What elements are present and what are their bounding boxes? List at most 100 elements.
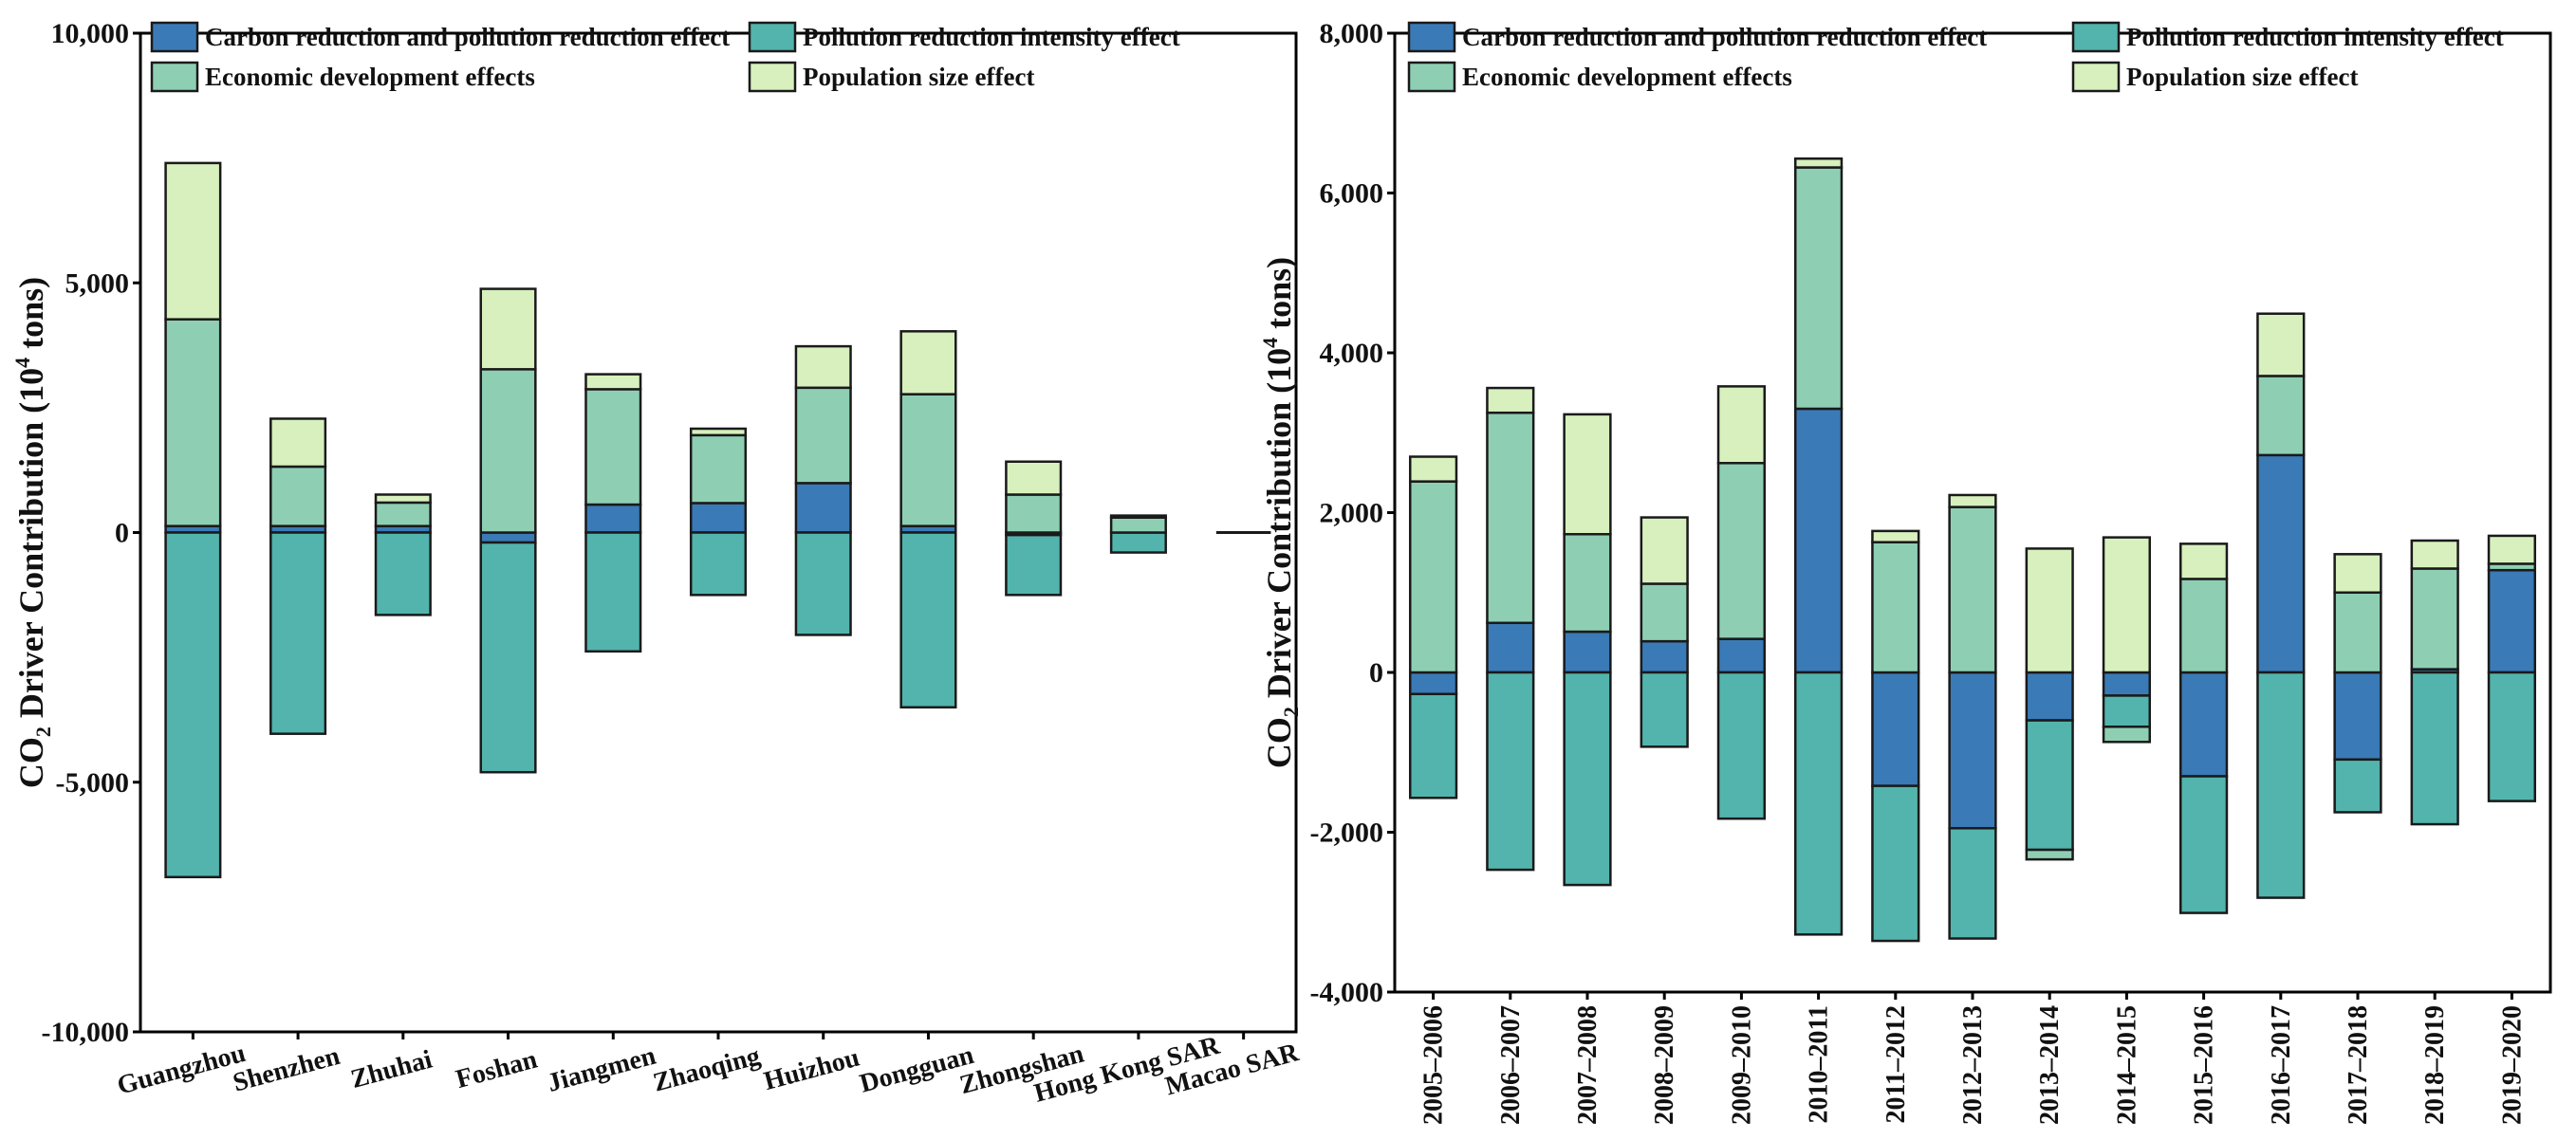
bar-segment-carbon (1793, 407, 1844, 674)
bar-segment-economic (2025, 848, 2074, 861)
bar-segment-pollution (1563, 671, 1612, 887)
bar-segment-pollution (1005, 533, 1063, 597)
x-tick-label: 2010–2011 (1805, 1005, 1834, 1123)
bar-segment-economic (2102, 726, 2152, 744)
bar-segment-economic (1793, 166, 1844, 411)
bar-segment-economic (479, 368, 537, 534)
y-axis-label-part: Driver Contribution (10 (12, 368, 50, 726)
bar-segment-carbon (2025, 671, 2074, 722)
bar-segment-population (1408, 455, 1458, 483)
x-tick-label: Zhuhai (348, 1044, 436, 1094)
y-axis-label-part: tons) (1260, 257, 1298, 338)
bar-segment-carbon (1948, 671, 1997, 830)
y-axis-label-part: 4 (1258, 338, 1282, 348)
bar-segment-population (2025, 547, 2074, 674)
bar-segment-carbon (1640, 639, 1689, 674)
x-tick-label: 2015–2016 (2190, 1005, 2219, 1125)
bar-segment-population (374, 493, 432, 505)
x-tick-label: 2006–2007 (1496, 1005, 1526, 1125)
x-tick-label: Foshan (453, 1044, 541, 1094)
y-tick-label: -10,000 (42, 1017, 130, 1048)
bar-segment-pollution (2256, 671, 2306, 899)
y-tick-label: -5,000 (56, 767, 130, 799)
bar-segment-pollution (1109, 531, 1167, 554)
bar-segment-population (164, 161, 222, 321)
y-tick-label: 0 (1369, 657, 1383, 689)
bar-segment-economic (689, 433, 748, 505)
bar-segment-carbon (1563, 630, 1612, 674)
legend-swatch-population (748, 61, 797, 93)
bar-segment-pollution (2178, 775, 2229, 914)
x-tick-label: Dongguan (857, 1040, 977, 1099)
x-tick-label: Huizhou (761, 1043, 862, 1097)
bar-segment-population (1486, 386, 1535, 414)
bar-segment-economic (1563, 532, 1612, 634)
bar-segment-carbon (689, 502, 748, 534)
bar-segment-pollution (899, 531, 957, 709)
bar-segment-economic (1486, 411, 1535, 625)
x-tick-label: Zhaoqing (650, 1041, 763, 1098)
bar-segment-population (1640, 516, 1689, 585)
chart-right-years: -4,000 -2,000 0 2,000 4,000 6,000 8,000 CO2 Dri… (1258, 18, 2552, 1125)
bar-segment-population (689, 427, 748, 437)
bar-segment-carbon (2256, 453, 2306, 674)
bar-segment-population (1716, 385, 1767, 465)
y-tick-label: 10,000 (51, 18, 130, 49)
bar-segment-economic (2410, 567, 2459, 671)
bar-segment-pollution (2410, 671, 2459, 826)
bar-segment-population (2410, 539, 2459, 570)
bar-segment-pollution (374, 531, 432, 616)
bar-segment-population (2178, 542, 2229, 580)
y-tick-label: 5,000 (65, 267, 130, 299)
legend-swatch-population (2071, 61, 2121, 93)
bar-segment-population (1948, 493, 1997, 508)
legend-swatch-carbon (1407, 21, 1456, 53)
legend-label-economic: Economic development effects (1462, 63, 1792, 91)
legend-label-pollution: Pollution reduction intensity effect (2126, 23, 2504, 51)
bar-segment-carbon (2333, 671, 2382, 762)
bar-segment-carbon (584, 503, 642, 534)
bar-segment-population (1793, 157, 1844, 169)
bar-segment-population (1563, 413, 1612, 536)
y-tick-label: 4,000 (1320, 338, 1384, 369)
y-axis-label-part: 2 (31, 726, 55, 737)
y-axis-label-part: Driver Contribution (10 (1260, 348, 1298, 707)
bar-segment-population (899, 330, 957, 395)
bar-segment-population (584, 373, 642, 391)
x-tick-label: 2012–2013 (1958, 1005, 1988, 1125)
bar-segment-economic (1716, 462, 1767, 640)
y-axis-label-part: 2 (1279, 707, 1303, 717)
bar-segment-economic (584, 388, 642, 506)
y-axis-label-part: tons) (12, 277, 50, 358)
bar-segment-carbon (479, 531, 537, 544)
legend-swatch-carbon (150, 21, 199, 53)
bar-segment-economic (1871, 541, 1920, 674)
bar-segment-pollution (2333, 758, 2382, 814)
x-tick-label: 2008–2009 (1650, 1005, 1679, 1125)
bar-segment-pollution (164, 531, 222, 879)
legend-label-population: Population size effect (2126, 63, 2358, 91)
bar-segment-pollution (2025, 719, 2074, 852)
bar-segment-population (1109, 514, 1167, 519)
legend-label-economic: Economic development effects (205, 63, 535, 91)
x-tick-label: Shenzhen (230, 1041, 343, 1098)
bar-segment-population (1005, 460, 1063, 496)
bar-segment-population (269, 417, 327, 469)
y-tick-label: 6,000 (1320, 178, 1384, 210)
bar-segment-carbon (794, 482, 852, 534)
bar-segment-carbon (2487, 568, 2537, 674)
legend-label-carbon: Carbon reduction and pollution reduction… (1462, 23, 1987, 51)
bar-segment-economic (2256, 375, 2306, 457)
bar-segment-pollution (689, 531, 748, 597)
bar-segment-pollution (2487, 671, 2537, 802)
y-tick-label: -2,000 (1310, 818, 1384, 849)
bar-segment-population (2256, 312, 2306, 377)
bar-segment-economic (2178, 578, 2229, 674)
bar-segment-population (1871, 529, 1920, 543)
legend-swatch-pollution (748, 21, 797, 53)
legend-swatch-economic (150, 61, 199, 93)
x-tick-label: 2007–2008 (1573, 1005, 1603, 1125)
x-tick-label: Jiangmen (545, 1041, 659, 1098)
